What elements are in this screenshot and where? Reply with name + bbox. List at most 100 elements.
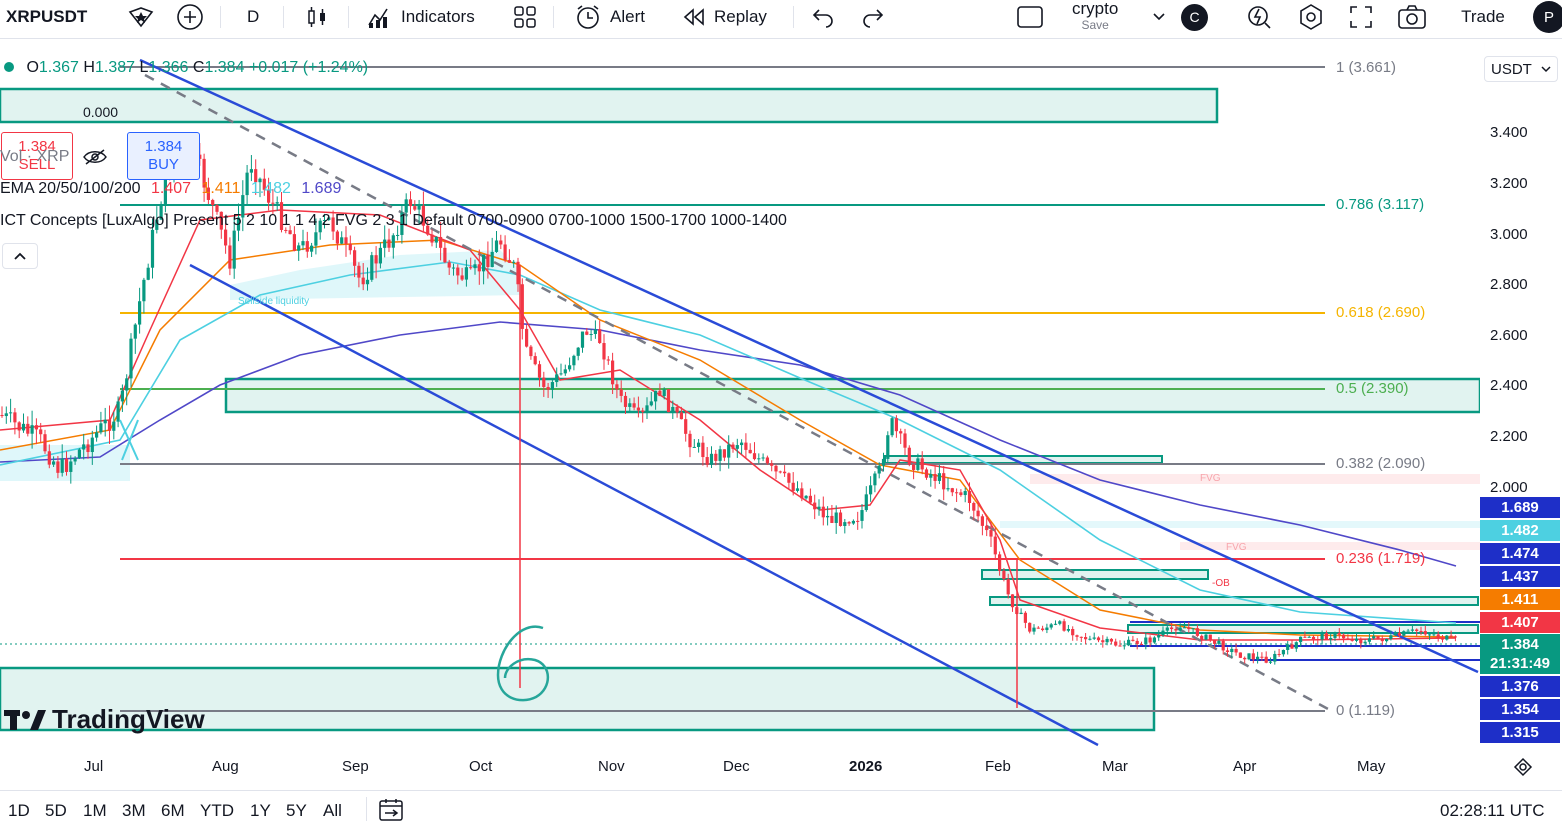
date-range-calendar-icon[interactable] <box>377 797 405 828</box>
range-button-all[interactable]: All <box>323 801 342 820</box>
chevron-down-icon[interactable] <box>1152 0 1166 34</box>
profile-letter: P <box>1533 1 1562 33</box>
undo-icon[interactable] <box>812 0 834 34</box>
candle-body <box>1423 631 1427 635</box>
layout-name-button[interactable]: crypto Save <box>1072 0 1118 34</box>
price-tag-value: 1.315 <box>1501 724 1539 741</box>
sell-label: SELL <box>18 156 56 173</box>
fullscreen-icon[interactable] <box>1349 0 1373 34</box>
candle-body <box>731 444 735 449</box>
templates-grid-icon[interactable] <box>513 0 537 34</box>
ema-legend[interactable]: EMA 20/50/100/200 1.407 1.411 1.482 1.68… <box>0 180 341 198</box>
range-button-1m[interactable]: 1M <box>83 801 107 820</box>
range-button-6m[interactable]: 6M <box>161 801 185 820</box>
candle-body <box>593 329 597 335</box>
range-button-1d[interactable]: 1D <box>8 801 30 820</box>
candle-body <box>864 494 868 511</box>
camera-snapshot-icon[interactable] <box>1397 0 1427 34</box>
candle-body <box>322 220 327 222</box>
candle-body <box>254 169 258 183</box>
candle-body <box>946 488 950 490</box>
candle-body <box>52 461 56 465</box>
channel-upper-line <box>139 58 1479 674</box>
candle-body <box>924 469 929 478</box>
range-button-5y[interactable]: 5Y <box>286 801 307 820</box>
candle-body <box>1402 631 1406 636</box>
candle-body <box>761 457 765 459</box>
utc-clock[interactable]: 02:28:11 UTC <box>1440 801 1545 820</box>
candle-body <box>1062 621 1066 631</box>
candle-body <box>684 419 688 434</box>
candle-body <box>679 412 683 420</box>
candle-body <box>348 243 352 251</box>
candle-body <box>378 247 382 264</box>
candle-body <box>13 412 17 423</box>
candle-body <box>331 217 335 232</box>
candle-body <box>705 457 709 465</box>
candle-body <box>641 410 645 412</box>
price-chart[interactable]: Sellside liquidity FVG FVG -OB <box>0 44 1480 750</box>
eye-hidden-icon[interactable] <box>82 148 108 166</box>
candle-body <box>21 423 26 431</box>
buy-button[interactable]: 1.384 BUY <box>127 132 200 180</box>
layout-select-icon[interactable] <box>1016 0 1044 34</box>
profile-button[interactable]: P <box>1533 0 1562 34</box>
candle-body <box>589 334 593 336</box>
quick-search-icon[interactable] <box>1246 0 1272 34</box>
sell-button[interactable]: 1.384 SELL <box>1 132 73 180</box>
candle-body <box>1178 627 1182 631</box>
favorite-icon[interactable] <box>128 0 154 34</box>
tradingview-logo[interactable]: TradingView <box>4 704 205 735</box>
candle-body <box>1131 639 1135 641</box>
candle-body <box>572 355 576 366</box>
time-tick: Feb <box>985 758 1011 775</box>
candle-body <box>576 347 580 356</box>
replay-button[interactable]: Replay <box>682 0 767 34</box>
candle-body <box>959 492 963 496</box>
collapse-legend-button[interactable] <box>2 243 38 269</box>
candle-body <box>86 444 90 453</box>
symbol-search[interactable]: XRPUSDT <box>6 0 87 34</box>
candle-body <box>1053 623 1058 625</box>
currency-label: USDT <box>1491 60 1532 78</box>
candle-body <box>292 234 296 251</box>
trade-button[interactable]: Trade <box>1445 0 1521 34</box>
range-button-1y[interactable]: 1Y <box>250 801 271 820</box>
candle-body <box>989 530 993 537</box>
ict-legend[interactable]: ICT Concepts [LuxAlgo] Present 5 2 10 1 … <box>0 212 787 230</box>
indicators-button[interactable]: Indicators <box>367 0 475 34</box>
chart-type-candles-icon[interactable] <box>305 0 329 34</box>
range-button-5d[interactable]: 5D <box>45 801 67 820</box>
compare-add-icon[interactable] <box>176 0 204 34</box>
candle-body <box>1354 638 1359 641</box>
candle-body <box>1041 628 1045 631</box>
candle-body <box>967 491 972 504</box>
candle-body <box>297 245 301 251</box>
goto-realtime-icon[interactable] <box>1512 756 1534 783</box>
channel-lower-line <box>189 263 1099 747</box>
time-tick: Jul <box>84 758 104 775</box>
avatar[interactable]: C <box>1181 0 1208 34</box>
chart-canvas[interactable]: Sellside liquidity FVG FVG -OB O1.367 H1… <box>0 44 1480 750</box>
interval-button[interactable]: D <box>247 0 259 34</box>
time-axis[interactable]: Jul Aug Sep Oct Nov Dec 2026 Feb Mar Apr… <box>0 750 1562 782</box>
candle-body <box>1088 638 1092 640</box>
candle-body <box>228 245 232 269</box>
range-button-ytd[interactable]: YTD <box>200 801 234 820</box>
currency-select[interactable]: USDT <box>1484 56 1558 82</box>
range-button-3m[interactable]: 3M <box>122 801 146 820</box>
candle-body <box>985 525 989 531</box>
candle-body <box>1350 639 1354 641</box>
volume-legend: Vol · XRP <box>0 148 108 166</box>
candle-body <box>430 234 434 243</box>
candle-body <box>1036 627 1040 629</box>
candle-body <box>69 461 73 472</box>
candle-body <box>1311 636 1316 640</box>
interval-label: D <box>247 7 260 26</box>
price-tag-value: 1.384 <box>1501 636 1539 653</box>
candle-body <box>146 267 150 280</box>
settings-gear-icon[interactable] <box>1297 0 1325 34</box>
redo-icon[interactable] <box>862 0 884 34</box>
candle-body <box>310 245 314 252</box>
alert-button[interactable]: Alert <box>574 0 645 34</box>
